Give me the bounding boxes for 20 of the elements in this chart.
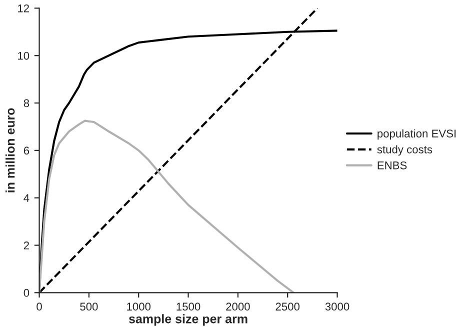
- y-tick-label: 6: [24, 146, 30, 155]
- x-tick-label: 3000: [325, 302, 350, 311]
- x-tick-label: 2500: [276, 302, 300, 311]
- y-tick-label: 0: [24, 288, 30, 297]
- x-tick-label: 500: [80, 302, 98, 311]
- y-tick-label: 4: [24, 194, 30, 202]
- y-axis-title: in million euro: [6, 108, 15, 192]
- x-tick-label: 1000: [127, 302, 151, 311]
- legend-label: ENBS: [378, 161, 407, 170]
- y-tick-label: 12: [18, 4, 29, 12]
- y-tick-label: 10: [18, 52, 30, 60]
- x-tick-label: 2000: [226, 302, 250, 311]
- y-tick-label: 8: [24, 99, 30, 108]
- y-tick-label: 2: [24, 242, 29, 250]
- legend-label: population EVSI: [378, 129, 456, 140]
- x-tick-label: 1500: [176, 302, 200, 311]
- x-axis-title: sample size per arm: [128, 314, 248, 326]
- line-series: [39, 120, 295, 293]
- x-tick-label: 0: [36, 302, 42, 311]
- legend-label: study costs: [377, 145, 432, 156]
